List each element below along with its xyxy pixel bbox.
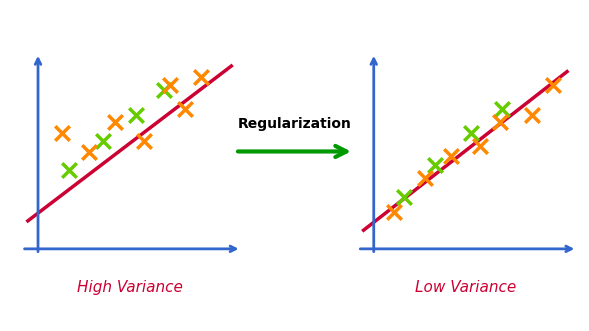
Point — [160, 88, 169, 93]
Point — [548, 82, 558, 87]
Point — [111, 119, 120, 125]
Point — [399, 194, 409, 199]
Point — [497, 106, 507, 112]
Point — [180, 106, 189, 112]
Point — [196, 74, 206, 80]
Point — [446, 153, 456, 158]
Point — [58, 130, 67, 136]
Point — [131, 112, 140, 117]
Text: Low Variance: Low Variance — [415, 280, 516, 296]
Point — [495, 119, 505, 125]
Point — [389, 209, 399, 214]
Point — [475, 144, 484, 149]
Point — [466, 130, 476, 136]
Point — [98, 138, 108, 143]
Point — [420, 175, 429, 181]
Point — [64, 168, 73, 173]
Point — [84, 149, 94, 155]
Text: Regularization: Regularization — [237, 117, 352, 131]
Point — [430, 162, 439, 167]
Text: High Variance: High Variance — [77, 280, 183, 296]
Point — [139, 138, 148, 143]
Point — [166, 82, 175, 87]
Point — [528, 112, 537, 117]
